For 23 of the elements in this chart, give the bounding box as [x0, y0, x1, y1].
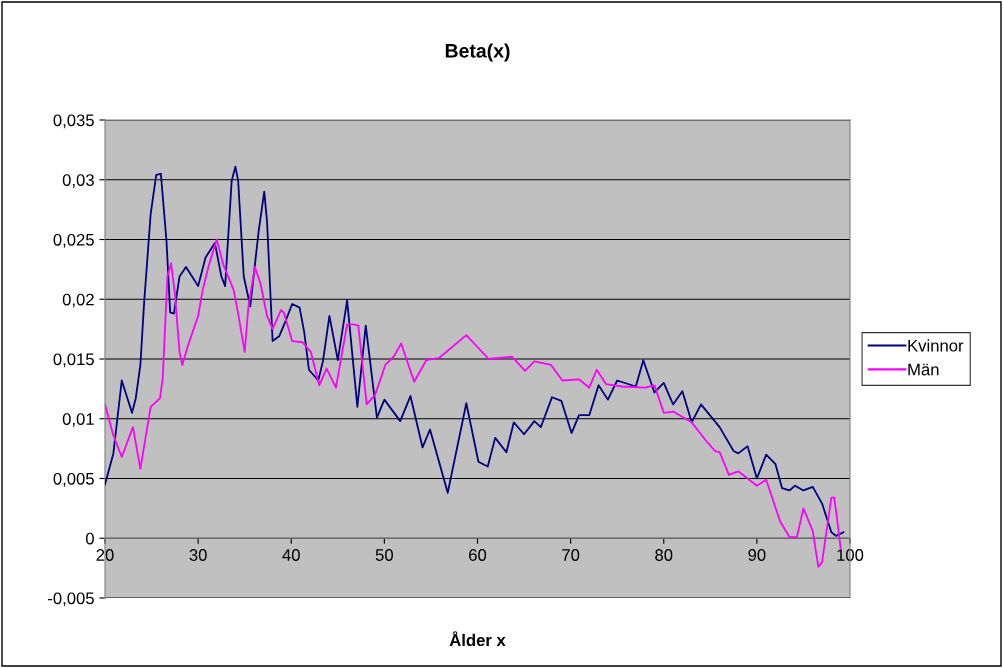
chart-title: Beta(x)	[445, 43, 510, 62]
line-series	[105, 165, 845, 537]
x-tick-label: 60	[469, 549, 487, 561]
x-tick-label: 20	[96, 549, 114, 561]
y-tick-label: 0,02	[62, 293, 94, 308]
x-tick-label: 40	[282, 549, 300, 561]
y-tick-label: 0,015	[53, 353, 94, 368]
y-tick-label: 0,01	[62, 413, 94, 427]
y-tick-label: 0,03	[62, 174, 94, 188]
x-tick-label: 80	[655, 549, 673, 561]
legend-label: Kvinnor	[908, 339, 964, 352]
x-tick-label: 30	[189, 549, 207, 561]
x-axis-title: Ålder x	[449, 631, 506, 647]
y-tick-label: 0	[85, 532, 94, 545]
y-tick-label: 0,005	[53, 472, 94, 487]
x-tick-label: 50	[375, 549, 393, 561]
x-tick-label: 100	[837, 549, 864, 561]
y-tick-label: 0,025	[53, 233, 94, 248]
x-tick-label: 70	[562, 549, 580, 561]
legend-label: Män	[908, 363, 939, 376]
y-tick-label: 0,035	[53, 114, 94, 129]
y-tick-label: -0,005	[48, 592, 94, 607]
x-tick-label: 90	[748, 549, 766, 561]
